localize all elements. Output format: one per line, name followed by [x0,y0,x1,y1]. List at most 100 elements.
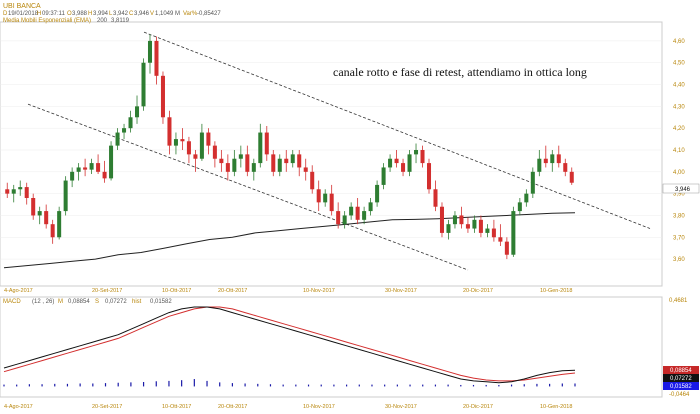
candle-body [452,215,457,225]
price-tick-label: 3,70 [673,235,685,241]
svg-text:C: C [129,11,134,17]
candle-body [362,211,367,220]
svg-text:19/01/2018: 19/01/2018 [8,11,39,17]
candle-body [83,167,88,170]
candle-body [44,211,49,225]
candles [5,34,574,260]
candle-body [401,163,406,172]
macd-m-tag [663,366,699,374]
macd-readout: MACD (12 , 26) M 0,08854 S 0,07272 hist … [3,299,172,305]
svg-text:0,01582: 0,01582 [150,299,172,305]
price-axis-ticks: 4,60 4,50 4,40 4,30 4,20 4,10 4,00 3,90 3,80 3,70… [673,39,685,263]
svg-text:D: D [3,11,8,17]
candle-body [102,171,107,179]
candle-body [303,167,308,172]
candle-body [264,132,269,155]
candle-body [128,117,133,129]
macd-hist-tag [663,382,699,390]
candle-body [420,150,425,164]
ema-line [3,212,576,269]
candle-body [336,211,341,225]
candle-body [186,141,191,155]
candle-body [122,128,127,133]
x-axis-label: 10-Nov-2017 [303,288,335,294]
x-axis-label: 4-Ago-2017 [4,288,33,294]
candle-body [414,150,419,155]
svg-text:O: O [67,11,72,17]
macd-top-label: 0,4681 [669,298,688,304]
macd-hist-label: 0,01582 [670,384,692,390]
price-tick-label: 4,00 [673,170,685,176]
svg-text:hist: hist [132,299,142,305]
candle-body [167,117,172,146]
svg-text:3,946: 3,946 [134,11,150,17]
x-axis-label: 20-Dic-2017 [463,404,493,410]
candle-body [498,237,503,242]
candle-body [537,158,542,172]
candle-body [290,154,295,164]
candle-body [342,215,347,225]
candle-body [109,145,114,179]
svg-text:09:37:11: 09:37:11 [42,11,66,17]
svg-text:0,08854: 0,08854 [68,299,90,305]
macd-s-label: 0,07272 [670,376,692,382]
candle-body [199,132,204,159]
candle-body [173,139,178,146]
candle-body [212,145,217,159]
candle-body [271,154,276,172]
svg-text:Var%: Var% [183,11,198,17]
svg-text:S: S [95,299,99,305]
candle-body [70,171,75,181]
candle-body [297,154,302,168]
candle-body [245,154,250,172]
candle-body [504,241,509,255]
price-panel [0,21,663,287]
macd-line [3,306,576,384]
svg-text:H: H [88,11,92,17]
candle-body [563,163,568,172]
macd-signal-line [3,306,576,382]
svg-text:3,994: 3,994 [93,11,109,17]
svg-text:3,942: 3,942 [113,11,129,17]
x-axis-label: 30-Nov-2017 [385,288,417,294]
candle-body [329,193,334,212]
candle-body [478,219,483,233]
candle-body [543,158,548,164]
svg-text:M: M [58,299,63,305]
candle-body [349,206,354,216]
candle-body [524,193,529,203]
candle-body [485,228,490,233]
candle-body [89,163,94,170]
svg-text:L: L [109,11,113,17]
candle-body [556,154,561,164]
candle-body [394,158,399,164]
trendline-1 [143,31,651,229]
candle-body [323,193,328,203]
x-axis-label: 10-Ott-2017 [162,404,191,410]
trendline-2 [27,103,469,271]
candle-body [141,62,146,107]
candle-body [5,189,10,194]
candle-body [135,106,140,118]
candle-body [446,224,451,233]
svg-text:H: H [37,11,41,17]
price-tick-label: 4,20 [673,126,685,132]
svg-text:1,1049 M: 1,1049 M [155,11,180,17]
candle-body [277,158,282,172]
svg-text:3,8119: 3,8119 [111,18,130,24]
price-grid [0,40,662,260]
analysis-note: canale rotto e fase di retest, attendiam… [333,65,587,79]
x-axis-label: 10-Nov-2017 [303,404,335,410]
candle-body [76,167,81,172]
candle-body [219,158,224,164]
macd-s-tag [663,374,699,382]
svg-text:200: 200 [97,18,108,24]
candle-body [57,211,62,238]
candle-body [310,171,315,190]
svg-text:(12 , 26): (12 , 26) [32,299,54,305]
candle-body [258,132,263,164]
trendlines [27,31,651,271]
candle-body [375,184,380,203]
symbol-label: UBI BANCA [3,3,41,10]
